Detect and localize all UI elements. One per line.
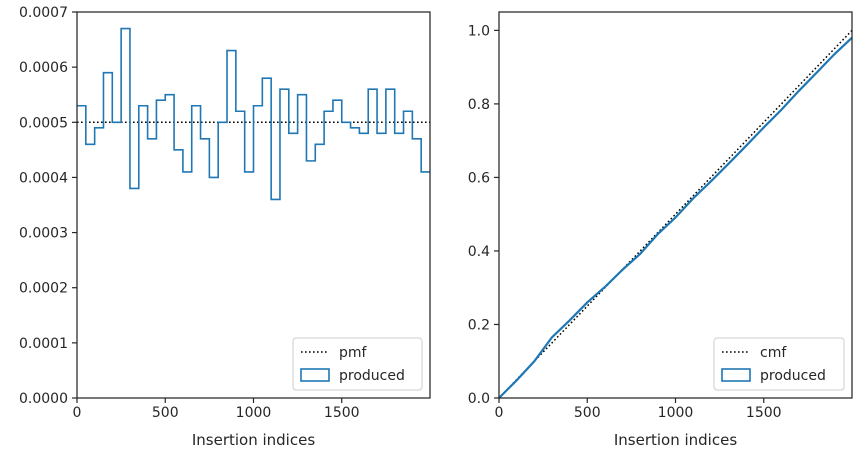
chart-panel-2: 0 500 1000 1500 0.0 0.2 0.4 0.6 0.8 1.0 Insertion … xyxy=(468,11,853,449)
legend: pmf produced xyxy=(292,337,423,391)
legend-label-cmf: cmf xyxy=(760,345,787,361)
y-tick-label: 0.6 xyxy=(468,170,490,186)
y-tick-label: 0.0002 xyxy=(19,281,68,297)
x-tick-label: 500 xyxy=(574,405,601,421)
y-tick-label: 0.0004 xyxy=(19,170,68,186)
y-tick-label: 0.0000 xyxy=(19,391,68,407)
x-tick-label: 1500 xyxy=(746,405,782,421)
x-tick-label: 500 xyxy=(152,405,179,421)
chart-panel-1: 0 500 1000 1500 0.0000 0.0001 0.0002 0.0003 0.00… xyxy=(19,5,431,449)
x-tick-label: 1000 xyxy=(658,405,694,421)
x-tick-label: 1000 xyxy=(236,405,272,421)
legend-swatch-produced xyxy=(721,368,751,382)
series-cmf-line xyxy=(498,29,853,399)
y-tick-label: 0.0006 xyxy=(19,60,68,76)
legend: cmf produced xyxy=(713,337,845,391)
legend-box xyxy=(713,337,845,391)
x-tick-label: 1500 xyxy=(324,405,360,421)
legend-label-produced: produced xyxy=(760,368,826,384)
x-axis-label: Insertion indices xyxy=(192,431,315,449)
series-produced-line xyxy=(498,36,853,399)
y-tick-label: 0.8 xyxy=(468,97,490,113)
y-tick-label: 1.0 xyxy=(468,23,490,39)
legend-label-pmf: pmf xyxy=(339,345,368,361)
legend-label-produced: produced xyxy=(339,368,405,384)
series-produced-step xyxy=(77,27,430,201)
legend-box xyxy=(292,337,423,391)
y-tick-label: 0.0007 xyxy=(19,5,68,21)
x-tick-label: 0 xyxy=(495,405,504,421)
y-tick-label: 0.2 xyxy=(468,317,490,333)
y-tick-label: 0.4 xyxy=(468,244,490,260)
y-tick-label: 0.0001 xyxy=(19,336,68,352)
x-axis-label: Insertion indices xyxy=(614,431,737,449)
x-tick-label: 0 xyxy=(73,405,82,421)
y-tick-label: 0.0 xyxy=(468,391,490,407)
y-tick-label: 0.0005 xyxy=(19,115,68,131)
y-tick-label: 0.0003 xyxy=(19,226,68,242)
legend-swatch-produced xyxy=(300,368,330,382)
